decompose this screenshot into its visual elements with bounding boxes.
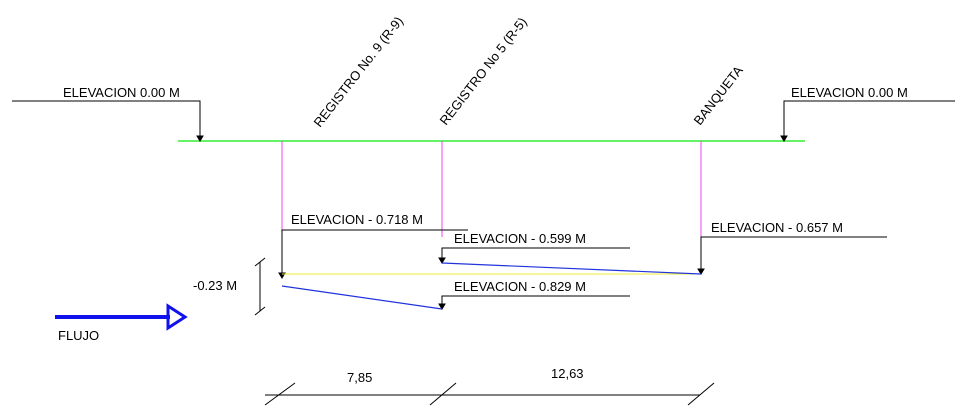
registro-9-label: REGISTRO No. 9 (R-9) (311, 14, 406, 130)
pipe-segment-r5-banqueta (441, 262, 702, 275)
elev-left-marker (12, 100, 204, 142)
registro-5-label: REGISTRO No 5 (R-5) (437, 14, 530, 127)
elev-left-label: ELEVACION 0.00 M (63, 85, 180, 100)
elev-0599-marker (438, 247, 630, 264)
banqueta-label: BANQUETA (691, 63, 746, 128)
elev-0829-marker (438, 295, 630, 310)
elev-0657-label: ELEVACION - 0.657 M (711, 220, 843, 235)
elev-0829-label: ELEVACION - 0.829 M (454, 279, 586, 294)
distance-1-label: 7,85 (347, 370, 372, 385)
elev-0657-marker (697, 236, 887, 275)
elev-right-marker (780, 100, 955, 142)
elev-right-label: ELEVACION 0.00 M (791, 85, 908, 100)
flow-label: FLUJO (58, 328, 99, 343)
elev-0718-label: ELEVACION - 0.718 M (291, 212, 423, 227)
offset-dimension (254, 257, 266, 316)
pipe-segment-r9-r5 (281, 285, 443, 310)
offset-label: -0.23 M (193, 278, 237, 293)
elev-0599-label: ELEVACION - 0.599 M (454, 231, 586, 246)
distance-2-label: 12,63 (551, 366, 584, 381)
flow-arrow (55, 303, 188, 331)
elev-0718-marker (278, 229, 468, 279)
distance-dimension (264, 382, 715, 406)
